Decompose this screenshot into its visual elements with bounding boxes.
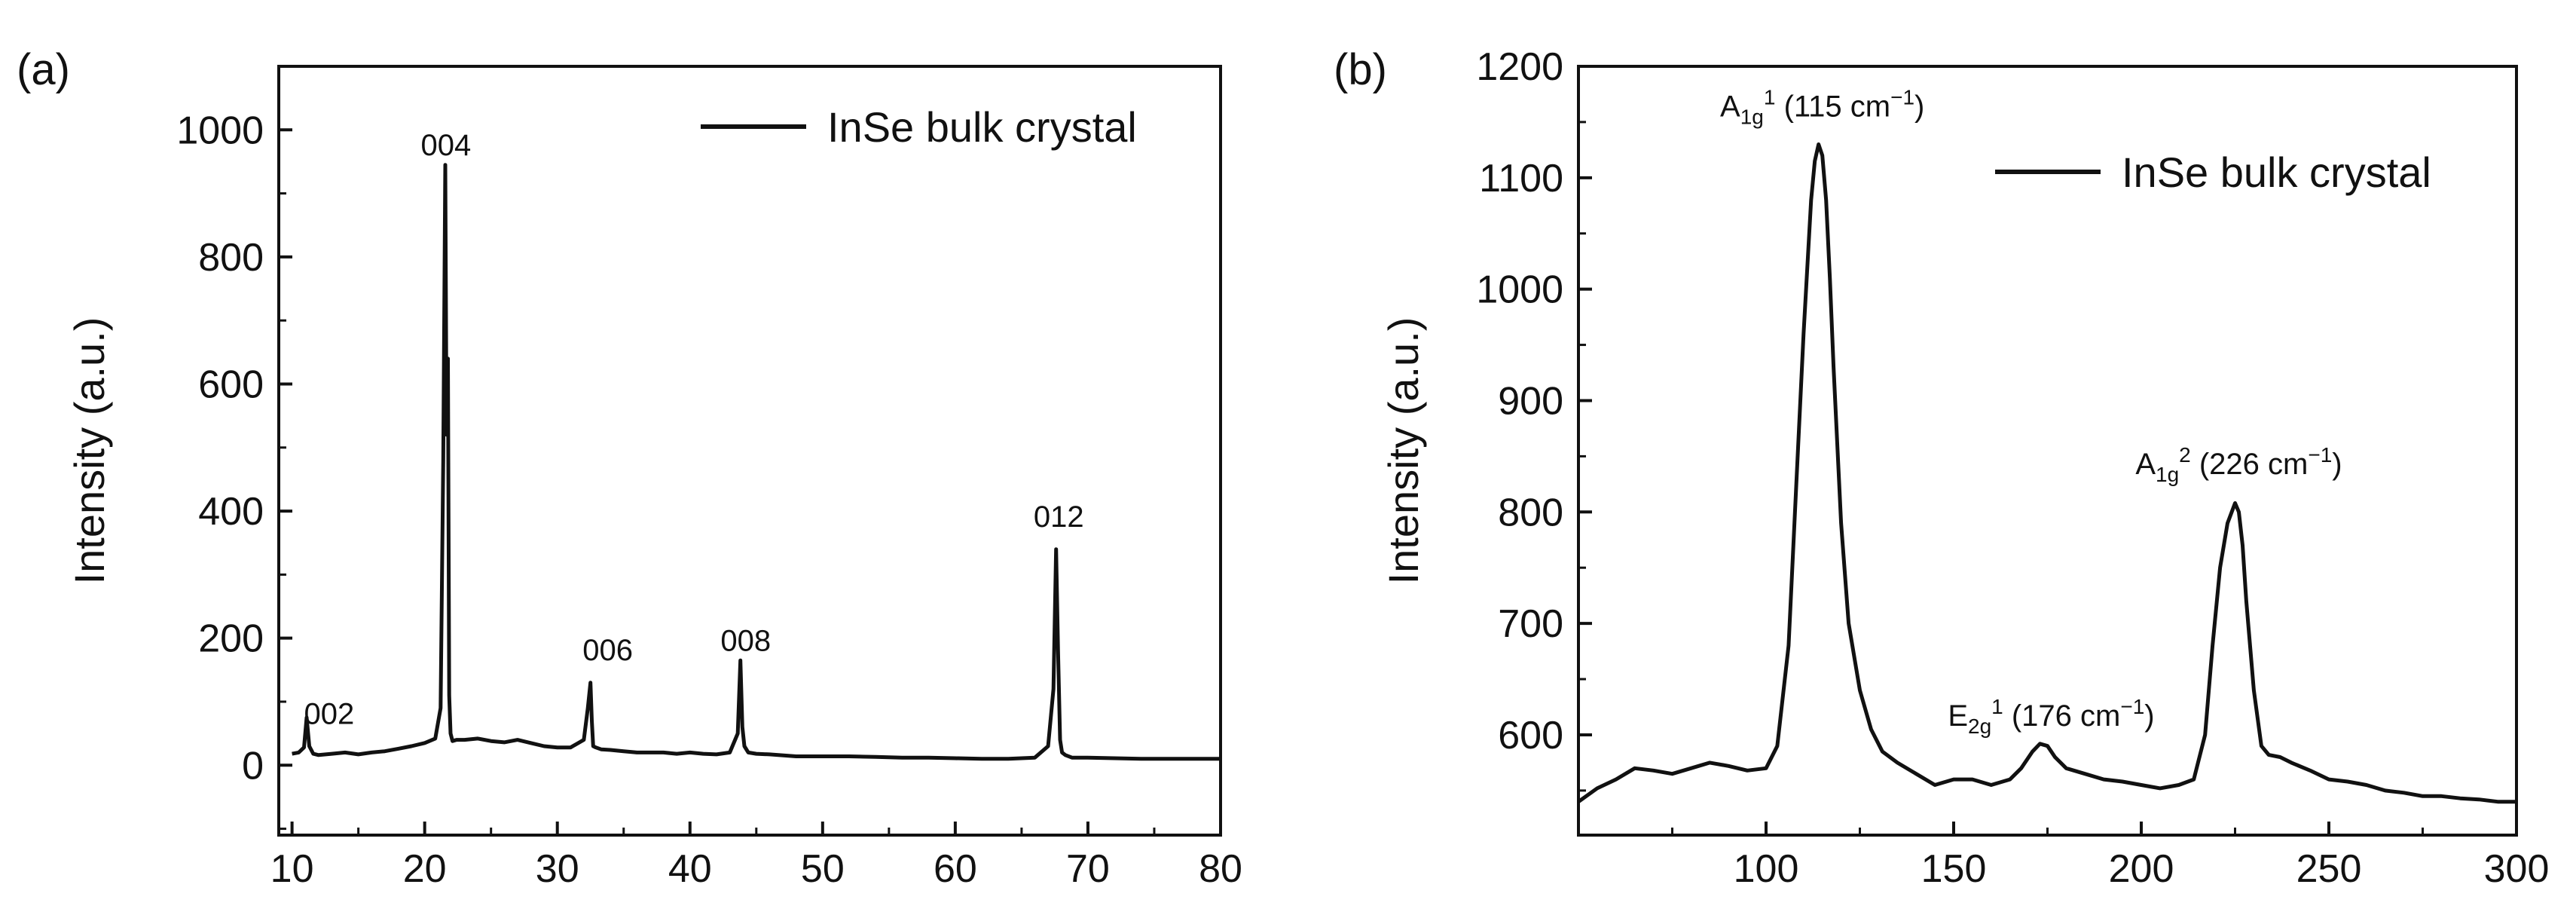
y-tick-label: 600 (1498, 714, 1563, 757)
plot-frame (277, 65, 1222, 837)
peak-label: 004 (420, 129, 471, 162)
peak-label-part: 1g (2156, 463, 2179, 486)
peak-label: 008 (720, 625, 771, 658)
peak-label-part: (226 cm (2191, 448, 2309, 481)
y-axis-label: Intensity (a.u.) (66, 317, 113, 585)
y-tick-label: 200 (198, 617, 264, 661)
y-tick-label: 700 (1498, 602, 1563, 646)
x-tick-label: 40 (668, 847, 712, 891)
x-tick-label: 300 (2484, 847, 2550, 891)
y-tick-label: 1000 (176, 109, 264, 152)
panel-label: (b) (1334, 45, 1387, 94)
peak-label-part: A (2135, 448, 2156, 481)
peak-label-part: (176 cm (2003, 699, 2121, 733)
x-tick-label: 100 (1734, 847, 1799, 891)
y-tick-label: 800 (1498, 491, 1563, 534)
peak-label: A1g1 (115 cm−1) (1720, 86, 1924, 129)
peak-label: E2g1 (176 cm−1) (1948, 695, 2154, 738)
panel-label: (a) (17, 45, 70, 94)
y-tick-label: 400 (198, 490, 264, 534)
legend-label: InSe bulk crystal (827, 103, 1137, 151)
peak-label: 006 (582, 634, 633, 667)
y-tick-label: 1000 (1476, 268, 1563, 312)
peak-label: 012 (1034, 500, 1084, 534)
panel-a: 10 20 30 40 50 60 70 8002004006008001000Intensi… (17, 45, 1242, 891)
peak-label-part: A (1720, 90, 1740, 124)
x-tick-label: 80 (1199, 847, 1242, 891)
x-tick-label: 50 (801, 847, 845, 891)
x-tick-label: 250 (2296, 847, 2362, 891)
peak-label-part: E (1948, 699, 1968, 733)
peak-label-part: 2 (2179, 443, 2191, 467)
panel-b: 100 150 200 250 300 600 700 800 900 1000 1100 1200 I… (1334, 45, 2549, 891)
peak-label: 002 (304, 697, 355, 730)
peak-label-part: ) (2332, 448, 2342, 481)
peak-label-part: 2g (1968, 715, 1991, 738)
x-tick-label: 30 (536, 847, 579, 891)
y-tick-label: 800 (198, 236, 264, 280)
y-tick-label: 1100 (1479, 157, 1563, 200)
peak-label-part: 1 (1764, 86, 1776, 109)
peak-label-part: ) (2144, 699, 2154, 733)
x-tick-label: 200 (2109, 847, 2174, 891)
y-axis-label: Intensity (a.u.) (1380, 317, 1427, 585)
x-tick-label: 60 (934, 847, 977, 891)
peak-label-part: −1 (2308, 443, 2332, 467)
peak-label-part: 1g (1740, 106, 1764, 129)
x-tick-label: 10 (270, 847, 314, 891)
y-tick-label: 0 (242, 744, 264, 788)
peak-label-part: ) (1914, 90, 1924, 124)
series-line (1577, 142, 2516, 804)
peak-label-part: −1 (1890, 86, 1914, 109)
y-tick-label: 600 (198, 363, 264, 406)
x-tick-label: 70 (1066, 847, 1110, 891)
legend-label: InSe bulk crystal (2122, 148, 2431, 196)
peak-label-part: 1 (1991, 695, 2003, 718)
peak-label-part: −1 (2120, 695, 2144, 718)
x-tick-label: 150 (1921, 847, 1987, 891)
peak-label-part: (115 cm (1775, 90, 1890, 124)
series-line (292, 163, 1221, 761)
y-tick-label: 900 (1498, 379, 1563, 423)
y-tick-label: 1200 (1476, 45, 1563, 89)
peak-label: A1g2 (226 cm−1) (2135, 443, 2342, 486)
x-tick-label: 20 (403, 847, 447, 891)
